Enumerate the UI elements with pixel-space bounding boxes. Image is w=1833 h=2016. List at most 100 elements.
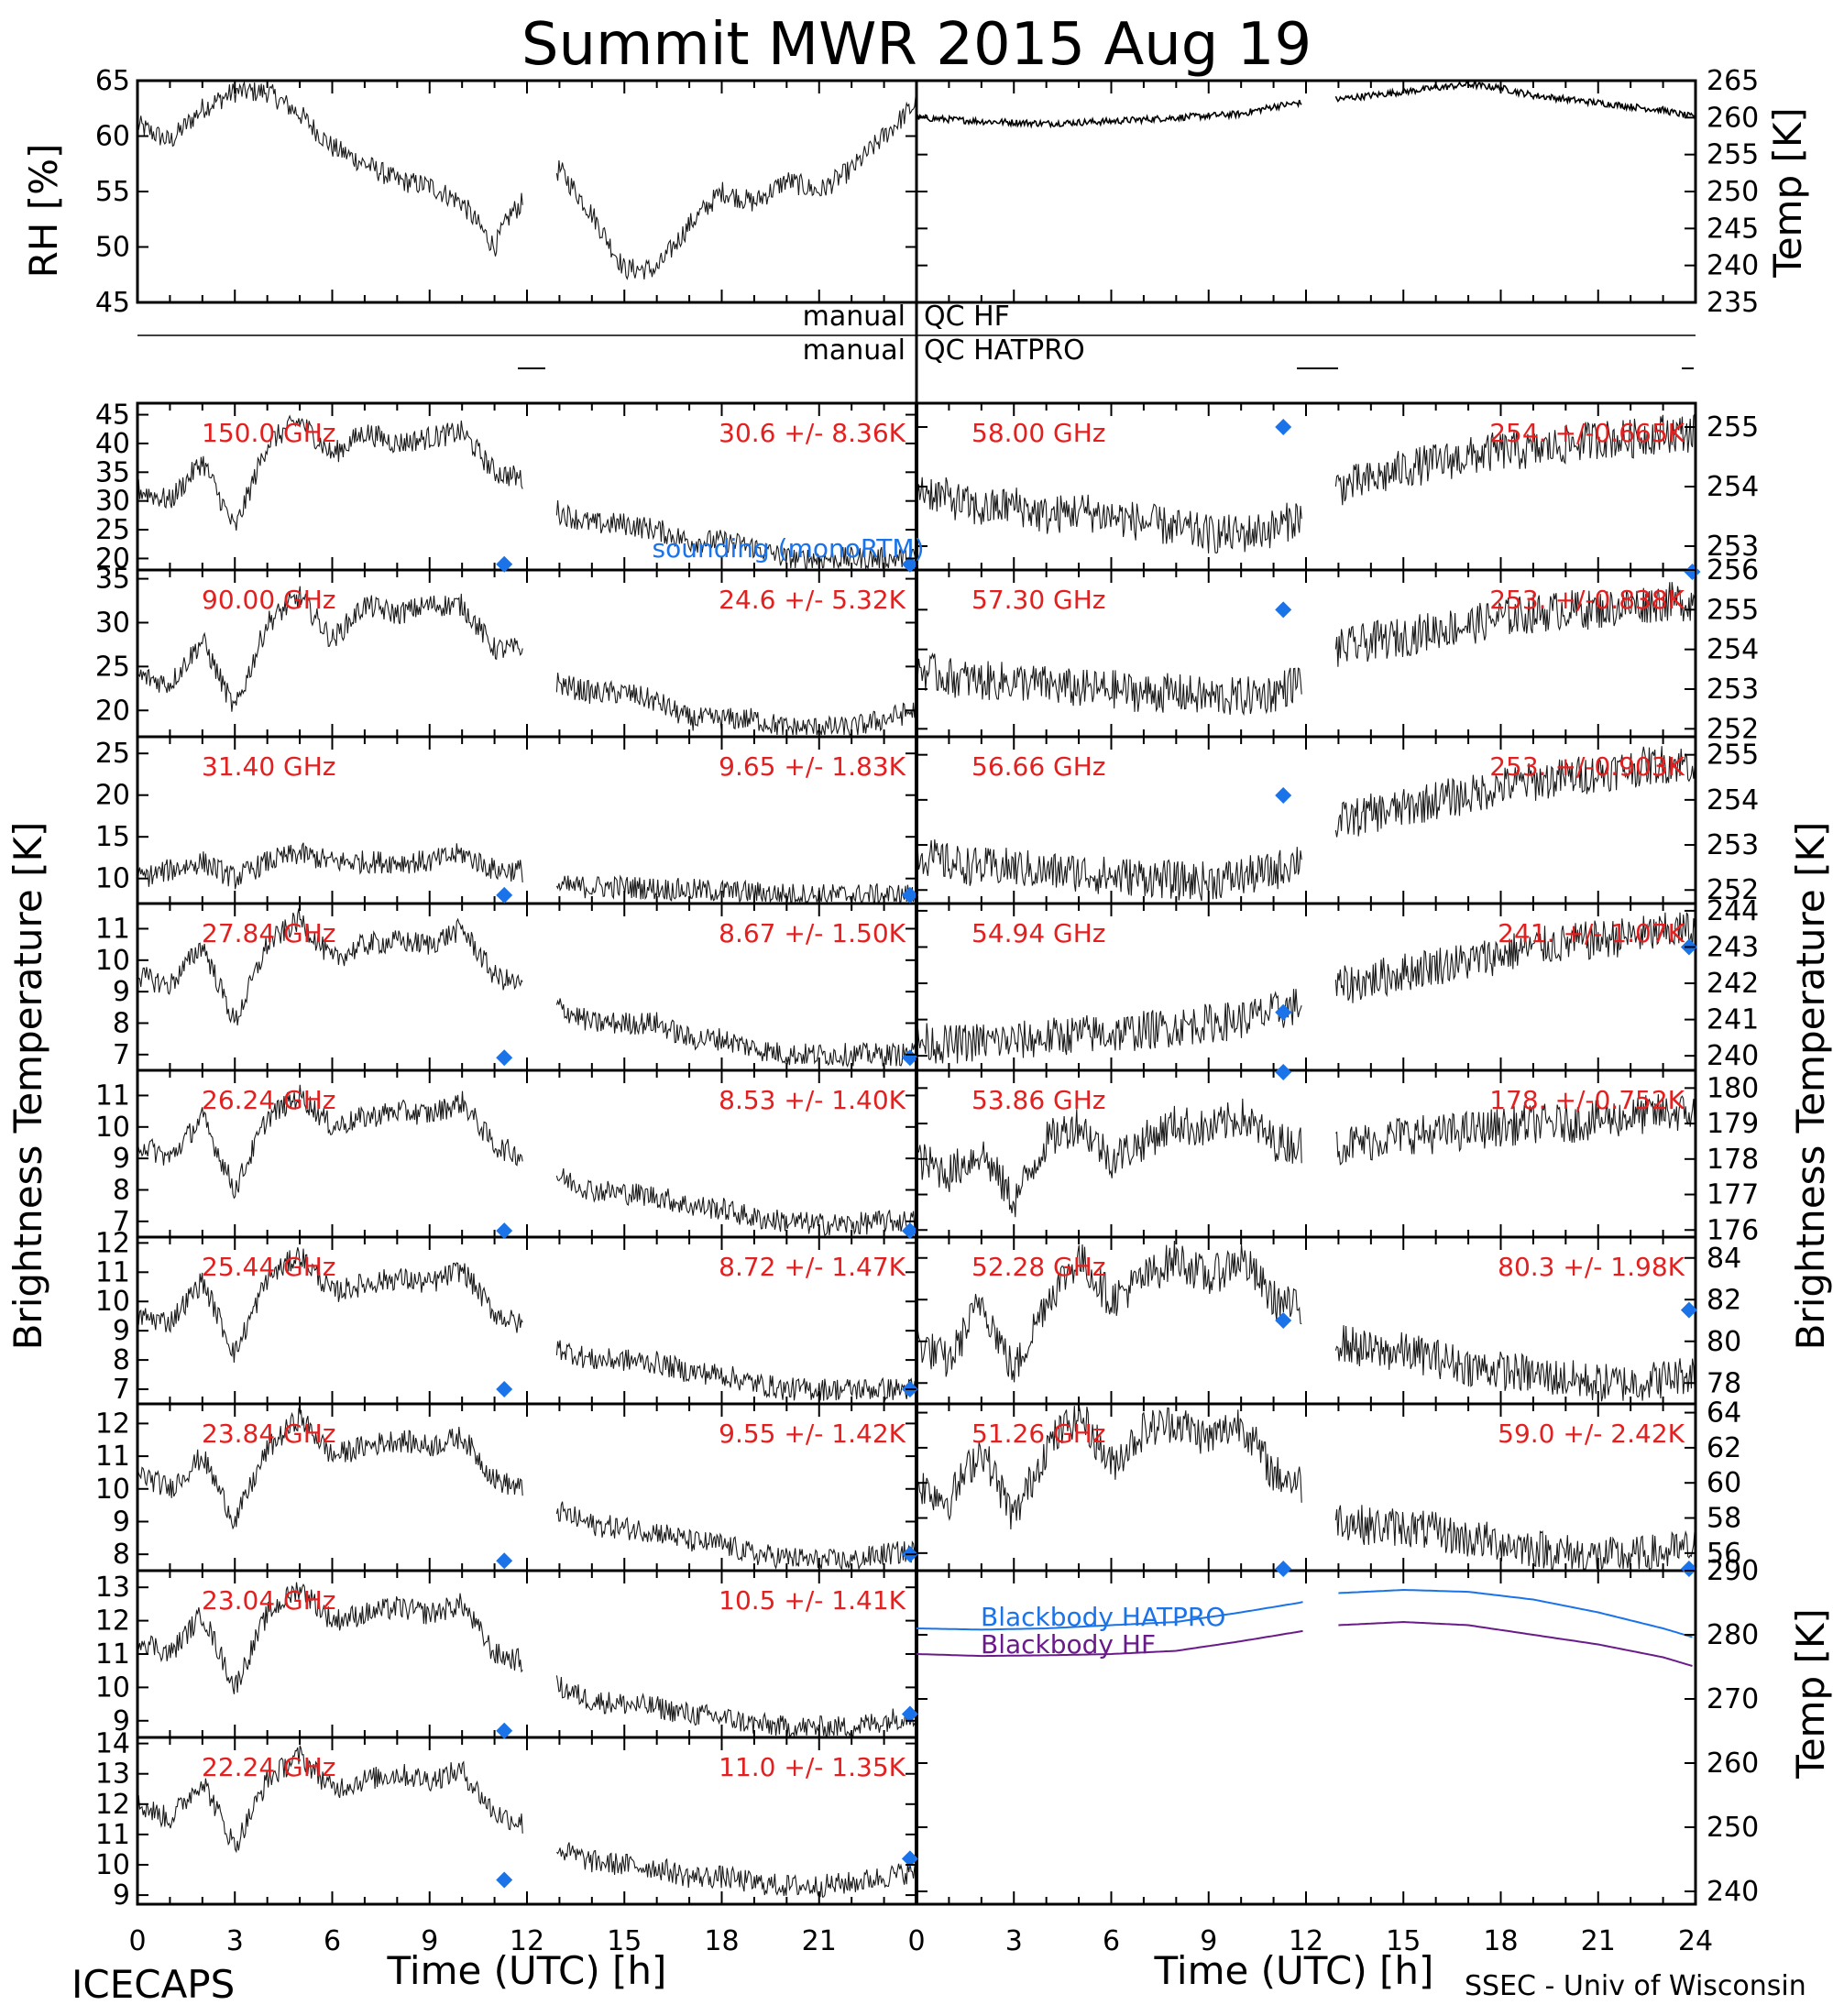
series-line-hf (916, 1620, 1693, 1667)
bt-right-axis-label: Brightness Temperature [K] (1788, 822, 1833, 1351)
x-tick-label-right: 24 (1678, 1925, 1713, 1957)
bt-left-panel-4-ytick-label: 9 (113, 976, 130, 1008)
bt-right-panel-2-stats-label: 253. +/-0.838K (1489, 585, 1685, 615)
annotation-layer: 150.0 GHz 30.6 +/- 8.36K sounding (monoRTM… (202, 418, 1685, 1782)
temp-panel-ytick-label: 260 (1707, 102, 1759, 134)
legend-blackbody-hf: Blackbody HF (981, 1629, 1156, 1660)
bt-left-panel-7-ytick-label: 11 (95, 1441, 130, 1473)
bt-right-panel-4-ytick-label: 240 (1707, 1040, 1759, 1072)
bt-left-panel-1-ytick-label: 40 (95, 428, 130, 460)
bt-right-panel-7-ytick-label: 58 (1707, 1503, 1741, 1535)
bt-right-panel-7-sounding-marker (1680, 1561, 1697, 1577)
bt-left-panel-7-freq-label: 23.84 GHz (202, 1419, 336, 1449)
bt-right-panel-5-ytick-label: 179 (1707, 1108, 1759, 1140)
figure-title: Summit MWR 2015 Aug 19 (521, 11, 1312, 79)
bt-left-panel-4-ytick-label: 7 (113, 1039, 130, 1071)
bt-left-panel-1-ytick-label: 20 (95, 542, 130, 575)
temp-panel-ytick-label: 240 (1707, 250, 1759, 282)
qc-hf-right: QC HF (924, 301, 1010, 333)
bt-left-panel-6-ytick-label: 12 (95, 1227, 130, 1259)
bt-left-panel-8-stats-label: 10.5 +/- 1.41K (719, 1585, 906, 1616)
qc-hatpro-left: manual (803, 334, 906, 367)
bt-right-panel-4-data-trace (916, 912, 1696, 1064)
bt-left-panel-1-ytick-label: 35 (95, 456, 130, 488)
temp-panel-ytick-label: 235 (1707, 287, 1759, 319)
bt-right-panel-3-freq-label: 56.66 GHz (971, 751, 1106, 782)
blackbody-panel-ytick-label: 280 (1707, 1619, 1759, 1651)
bt-left-panel-1-ytick-label: 30 (95, 486, 130, 518)
blackbody-panel-ytick-label: 270 (1707, 1683, 1759, 1715)
bt-left-panel-8-ytick-label: 12 (95, 1605, 130, 1638)
bt-right-panel-5-ytick-label: 180 (1707, 1072, 1759, 1104)
tick-layer: 4550556065235240245250255260265202530354… (95, 65, 1759, 1957)
bt-left-panel-7-ytick-label: 10 (95, 1474, 130, 1506)
bt-left-panel-5-ytick-label: 9 (113, 1143, 130, 1175)
legend-blackbody-hatpro: Blackbody HATPRO (981, 1602, 1225, 1632)
bt-left-panel-8-ytick-label: 13 (95, 1572, 130, 1604)
blackbody-panel-ytick-label: 290 (1707, 1555, 1759, 1587)
bt-left-panel-2-ytick-label: 35 (95, 564, 130, 596)
bt-right-panel-2-ytick-label: 253 (1707, 674, 1759, 706)
temp-panel-ytick-label: 255 (1707, 139, 1759, 171)
bt-left-panel-2-freq-label: 90.00 GHz (202, 585, 336, 615)
bt-left-panel-4-ytick-label: 8 (113, 1007, 130, 1039)
bt-left-panel-3-ytick-label: 10 (95, 863, 130, 895)
bt-right-panel-5-data-trace (916, 1094, 1696, 1218)
x-tick-label-left: 12 (510, 1925, 544, 1957)
x-tick-label-left: 0 (128, 1925, 146, 1957)
bt-left-panel-5-sounding-marker (901, 1222, 918, 1240)
bt-left-panel-6-ytick-label: 8 (113, 1344, 130, 1376)
bt-right-panel-2-freq-label: 57.30 GHz (971, 585, 1106, 615)
bt-right-panel-7-ytick-label: 60 (1707, 1467, 1741, 1499)
bt-right-panel-4-ytick-label: 241 (1707, 1004, 1759, 1036)
bt-left-panel-6-sounding-marker (496, 1381, 513, 1398)
bt-right-panel-3-sounding-marker (1275, 786, 1292, 804)
bt-right-panel-3-ytick-label: 253 (1707, 829, 1759, 861)
bt-right-panel-7-data-trace (916, 1405, 1696, 1571)
footer-left: ICECAPS (71, 1962, 235, 2007)
temp-axis-label: Temp [K] (1765, 107, 1810, 279)
bt-left-panel-3-data-trace (137, 842, 916, 904)
bt-right-panel-2-data-trace (916, 582, 1696, 717)
bt-right-panel-7-ytick-label: 56 (1707, 1538, 1741, 1570)
x-tick-label-left: 3 (226, 1925, 244, 1957)
bt-right-panel-3-data-trace (916, 746, 1696, 902)
bt-left-panel-2-ytick-label: 20 (95, 695, 130, 727)
bt-right-panel-3-ytick-label: 254 (1707, 784, 1759, 816)
bt-left-panel-9-ytick-label: 12 (95, 1789, 130, 1821)
bt-left-panel-3-ytick-label: 20 (95, 780, 130, 812)
bt-left-panel-4-data-trace (137, 908, 916, 1068)
rh-panel-ytick-label: 65 (95, 65, 130, 97)
bt-left-panel-4-stats-label: 8.67 +/- 1.50K (719, 918, 906, 948)
bt-left-panel-1-ytick-label: 45 (95, 400, 130, 432)
bt-left-panel-6-data-trace (137, 1247, 916, 1402)
rh-panel-ytick-label: 45 (95, 287, 130, 319)
bt-left-panel-7-sounding-marker (496, 1552, 513, 1570)
bt-left-panel-3-sounding-marker (496, 886, 513, 904)
bt-left-panel-5-ytick-label: 10 (95, 1112, 130, 1144)
footer-right: SSEC - Univ of Wisconsin (1465, 1970, 1806, 2002)
x-tick-label-left: 18 (704, 1925, 739, 1957)
bt-left-panel-8-sounding-marker (496, 1722, 513, 1739)
bt-left-panel-2-ytick-label: 25 (95, 651, 130, 683)
bt-right-panel-6-ytick-label: 82 (1707, 1284, 1741, 1316)
bt-right-panel-5-stats-label: 178. +/-0.752K (1489, 1085, 1685, 1115)
x-tick-label-left: 15 (607, 1925, 642, 1957)
bt-right-panel-7-ytick-label: 62 (1707, 1432, 1741, 1464)
bt-right-panel-5-ytick-label: 178 (1707, 1144, 1759, 1176)
bt-right-panel-7-stats-label: 59.0 +/- 2.42K (1498, 1419, 1685, 1449)
rh-panel-ytick-label: 55 (95, 176, 130, 208)
bt-right-panel-6-sounding-marker (1680, 1301, 1697, 1319)
bt-left-panel-8-ytick-label: 11 (95, 1638, 130, 1671)
bt-right-panel-5-ytick-label: 176 (1707, 1214, 1759, 1246)
temp-panel-ytick-label: 265 (1707, 65, 1759, 97)
x-tick-label-right: 9 (1200, 1925, 1217, 1957)
series-line-hatpro (916, 1588, 1693, 1638)
bt-left-panel-4-sounding-marker (496, 1049, 513, 1067)
bt-left-panel-4-ytick-label: 11 (95, 913, 130, 945)
qc-hf-left: manual (803, 301, 906, 333)
bt-left-panel-5-freq-label: 26.24 GHz (202, 1085, 336, 1115)
bt-left-panel-6-ytick-label: 9 (113, 1315, 130, 1347)
bt-right-panel-6-stats-label: 80.3 +/- 1.98K (1498, 1252, 1685, 1282)
